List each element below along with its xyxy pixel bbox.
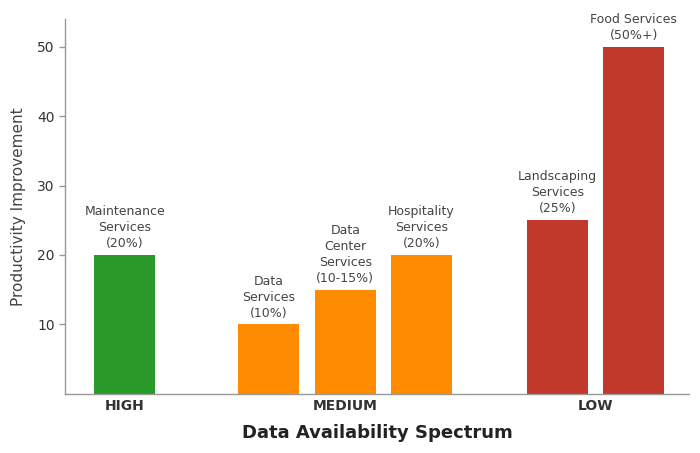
Text: Maintenance
Services
(20%): Maintenance Services (20%) xyxy=(84,205,165,250)
Y-axis label: Productivity Improvement: Productivity Improvement xyxy=(11,107,26,306)
Bar xyxy=(603,47,664,394)
Bar xyxy=(239,324,300,394)
Bar xyxy=(527,220,588,394)
Bar xyxy=(391,255,452,394)
Text: Landscaping
Services
(25%): Landscaping Services (25%) xyxy=(518,170,597,215)
Bar xyxy=(94,255,155,394)
Text: Data
Services
(10%): Data Services (10%) xyxy=(242,275,295,319)
X-axis label: Data Availability Spectrum: Data Availability Spectrum xyxy=(241,424,512,442)
Text: Hospitality
Services
(20%): Hospitality Services (20%) xyxy=(389,205,455,250)
Text: Food Services
(50%+): Food Services (50%+) xyxy=(590,13,677,42)
Bar xyxy=(315,290,376,394)
Text: Data
Center
Services
(10-15%): Data Center Services (10-15%) xyxy=(316,224,375,285)
